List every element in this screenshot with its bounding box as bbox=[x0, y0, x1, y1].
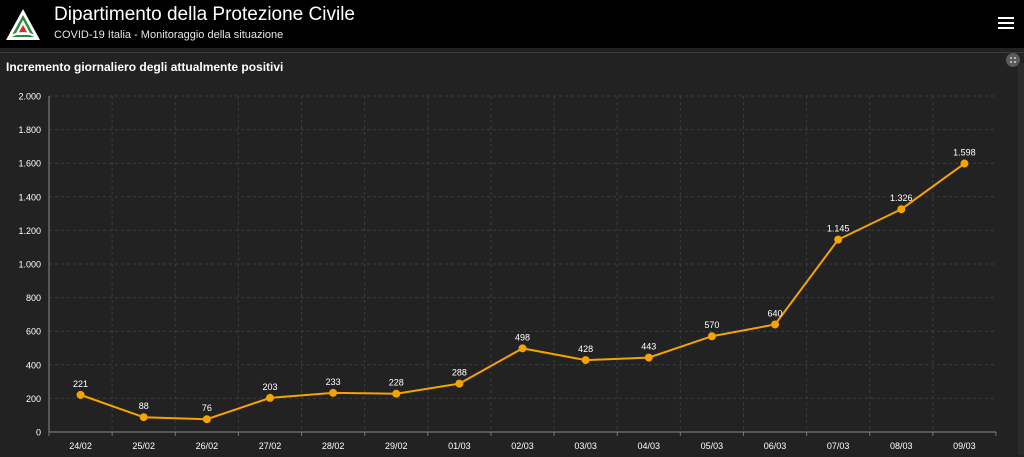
panel-scrollbar[interactable] bbox=[1018, 63, 1024, 455]
y-tick-label: 1.200 bbox=[18, 226, 41, 236]
y-tick-label: 2.000 bbox=[18, 92, 41, 102]
data-label: 233 bbox=[326, 377, 341, 387]
data-label: 428 bbox=[578, 344, 593, 354]
data-label: 640 bbox=[768, 308, 783, 318]
x-tick-label: 09/03 bbox=[953, 441, 976, 451]
y-tick-label: 200 bbox=[26, 394, 41, 404]
x-tick-label: 26/02 bbox=[196, 441, 219, 451]
x-tick-label: 27/02 bbox=[259, 441, 282, 451]
data-point bbox=[707, 332, 716, 341]
x-tick-label: 01/03 bbox=[448, 441, 471, 451]
x-tick-label: 03/03 bbox=[574, 441, 597, 451]
y-tick-label: 1.800 bbox=[18, 125, 41, 135]
data-point bbox=[581, 356, 590, 365]
x-tick-label: 02/03 bbox=[511, 441, 534, 451]
app-subtitle: COVID-19 Italia - Monitoraggio della sit… bbox=[54, 29, 284, 41]
hamburger-menu-icon[interactable] bbox=[998, 14, 1014, 32]
data-label: 1.145 bbox=[827, 224, 850, 234]
series-line bbox=[80, 162, 966, 421]
x-tick-label: 28/02 bbox=[322, 441, 345, 451]
x-tick-label: 05/03 bbox=[701, 441, 724, 451]
data-label: 228 bbox=[389, 378, 404, 388]
x-tick-label: 06/03 bbox=[764, 441, 787, 451]
y-tick-label: 1.600 bbox=[18, 159, 41, 169]
x-tick-label: 29/02 bbox=[385, 441, 408, 451]
y-tick-label: 0 bbox=[36, 428, 41, 438]
y-tick-label: 1.400 bbox=[18, 192, 41, 202]
data-point bbox=[644, 353, 653, 362]
line-chart: 0 200 400 600 800 1.000 1.200 1.400 1.600 1.800 2.… bbox=[18, 92, 997, 451]
x-tick-label: 04/03 bbox=[638, 441, 661, 451]
data-point bbox=[202, 415, 211, 424]
data-label: 288 bbox=[452, 368, 467, 378]
data-point bbox=[329, 388, 338, 397]
data-label: 570 bbox=[704, 320, 719, 330]
data-point bbox=[897, 205, 906, 214]
data-point bbox=[139, 413, 148, 422]
app-header: Dipartimento della Protezione Civile COV… bbox=[0, 0, 1024, 48]
y-tick-label: 400 bbox=[26, 360, 41, 370]
data-point bbox=[771, 320, 780, 329]
y-tick-label: 800 bbox=[26, 293, 41, 303]
chart-panel: Incremento giornaliero degli attualmente… bbox=[0, 52, 1024, 457]
x-tick-label: 24/02 bbox=[69, 441, 92, 451]
data-point bbox=[392, 389, 401, 398]
data-point bbox=[518, 344, 527, 353]
data-label: 88 bbox=[139, 401, 149, 411]
data-label: 1.326 bbox=[890, 193, 913, 203]
data-label: 221 bbox=[73, 379, 88, 389]
data-point bbox=[960, 159, 969, 168]
y-tick-label: 1.000 bbox=[18, 260, 41, 270]
protezione-civile-logo bbox=[6, 9, 40, 40]
y-tick-label: 600 bbox=[26, 327, 41, 337]
panel-title: Incremento giornaliero degli attualmente… bbox=[6, 60, 284, 74]
data-label: 443 bbox=[641, 342, 656, 352]
x-tick-label: 25/02 bbox=[132, 441, 155, 451]
x-tick-label: 07/03 bbox=[827, 441, 850, 451]
data-label: 498 bbox=[515, 332, 530, 342]
data-point bbox=[265, 393, 274, 402]
more-options-icon[interactable] bbox=[1006, 53, 1020, 67]
data-label: 1.598 bbox=[953, 148, 976, 158]
data-point bbox=[455, 379, 464, 388]
app-title: Dipartimento della Protezione Civile bbox=[54, 4, 355, 25]
data-label: 76 bbox=[202, 403, 212, 413]
x-tick-label: 08/03 bbox=[890, 441, 913, 451]
data-label: 203 bbox=[262, 382, 277, 392]
data-point bbox=[76, 390, 85, 399]
data-point bbox=[834, 235, 843, 244]
